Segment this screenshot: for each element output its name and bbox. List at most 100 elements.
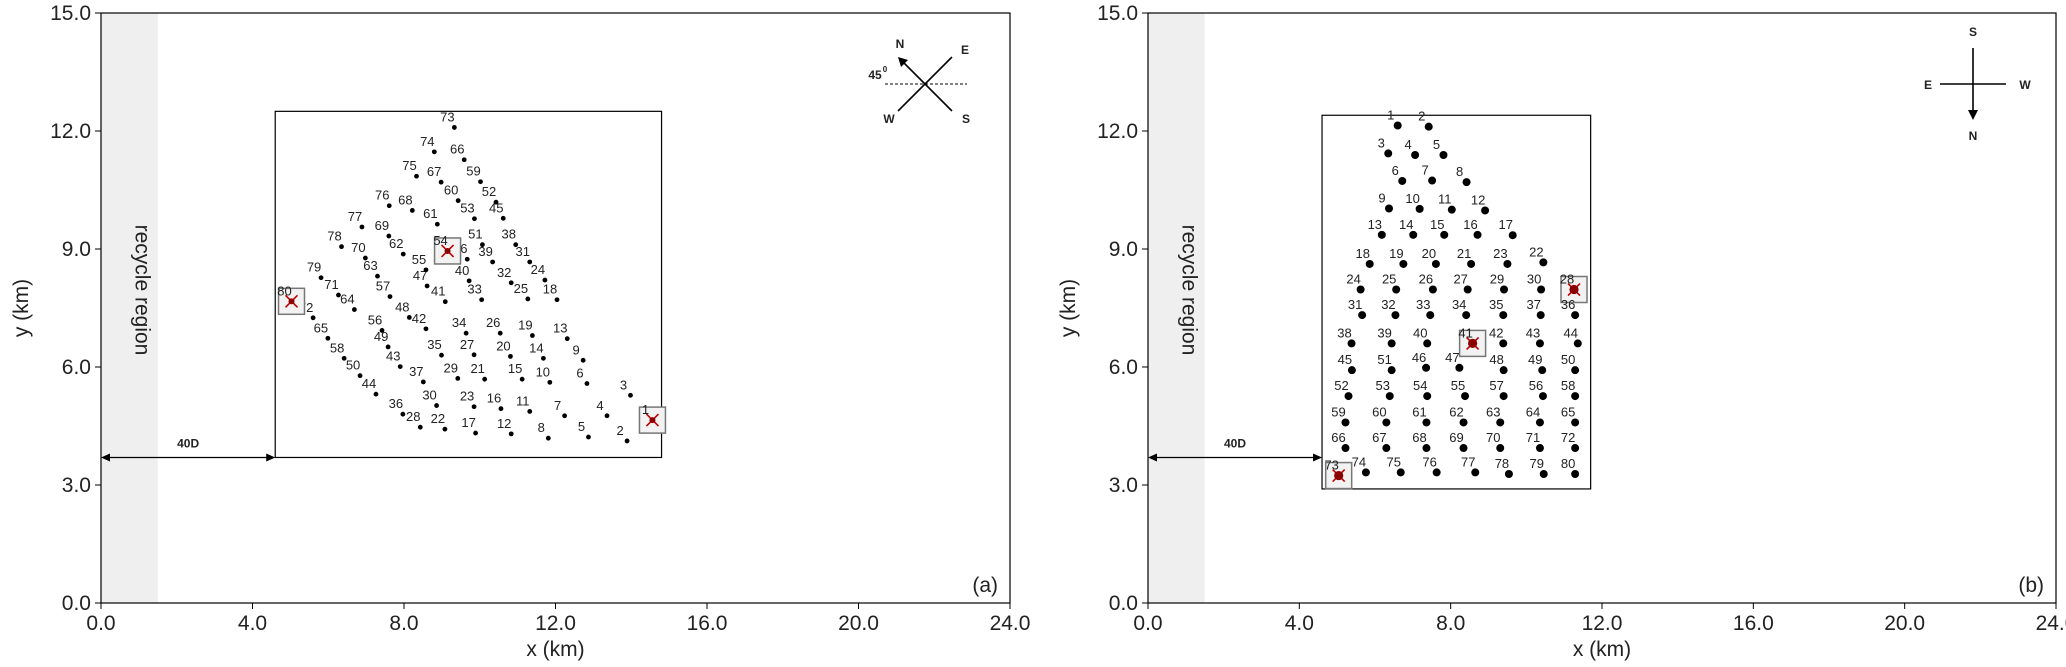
turbine-point-56 xyxy=(379,328,385,333)
turbine-point-10 xyxy=(1415,204,1424,213)
turbine-label-20: 20 xyxy=(1422,246,1436,261)
turbine-label-65: 65 xyxy=(1561,404,1575,419)
turbine-label-10: 10 xyxy=(1405,191,1419,206)
turbine-point-25 xyxy=(1392,285,1401,294)
turbine-label-17: 17 xyxy=(1498,217,1512,232)
turbine-point-61 xyxy=(434,221,440,227)
recycle-region-band xyxy=(101,13,158,603)
turbine-label-45: 45 xyxy=(489,200,503,215)
turbine-point-16 xyxy=(1473,230,1482,239)
turbine-label-37: 37 xyxy=(1526,297,1540,312)
turbine-point-70 xyxy=(1496,444,1505,453)
turbine-label-66: 66 xyxy=(1331,430,1345,445)
turbine-point-22 xyxy=(442,426,448,432)
turbine-point-79 xyxy=(1539,469,1548,478)
turbine-point-34 xyxy=(1462,311,1471,320)
turbine-point-75 xyxy=(1396,468,1405,477)
turbine-label-1: 1 xyxy=(1387,107,1394,122)
turbine-point-62 xyxy=(400,251,406,257)
turbine-point-32 xyxy=(1391,311,1400,320)
turbine-label-43: 43 xyxy=(386,349,400,364)
turbine-label-61: 61 xyxy=(1412,404,1426,419)
turbine-label-6: 6 xyxy=(576,366,583,381)
turbine-label-29: 29 xyxy=(444,360,458,375)
turbine-label-48: 48 xyxy=(1489,352,1503,367)
y-tick-label: 12.0 xyxy=(1097,120,1138,143)
turbine-label-60: 60 xyxy=(1372,404,1386,419)
turbine-point-23 xyxy=(1503,259,1512,268)
turbine-label-2: 2 xyxy=(616,423,623,438)
turbine-point-21 xyxy=(482,376,488,382)
turbine-label-3: 3 xyxy=(1378,135,1385,150)
turbine-label-63: 63 xyxy=(1486,404,1500,419)
turbine-point-26 xyxy=(1428,285,1437,294)
turbine-point-35 xyxy=(1499,311,1508,320)
turbine-label-41: 41 xyxy=(1458,325,1472,340)
turbine-label-19: 19 xyxy=(1389,246,1403,261)
y-axis-label: y (km) xyxy=(10,279,33,337)
turbine-label-14: 14 xyxy=(529,340,543,355)
turbine-point-48 xyxy=(1499,366,1508,375)
turbine-label-76: 76 xyxy=(1422,454,1436,469)
turbine-point-15 xyxy=(1440,230,1449,239)
distance-arrow-label: 40D xyxy=(177,436,199,450)
x-tick-label: 4.0 xyxy=(1285,612,1314,635)
turbine-label-47: 47 xyxy=(413,268,427,283)
turbine-label-11: 11 xyxy=(516,393,530,408)
x-tick-label: 20.0 xyxy=(838,612,879,635)
turbine-label-54: 54 xyxy=(433,233,447,248)
turbine-label-41: 41 xyxy=(431,284,445,299)
turbine-label-48: 48 xyxy=(395,299,409,314)
turbine-label-9: 9 xyxy=(1378,190,1385,205)
y-tick-label: 3.0 xyxy=(1109,474,1138,497)
x-tick-label: 8.0 xyxy=(1436,612,1465,635)
turbine-point-74 xyxy=(1361,468,1370,477)
y-tick-label: 9.0 xyxy=(1109,238,1138,261)
turbine-point-1 xyxy=(1393,121,1402,130)
turbine-label-4: 4 xyxy=(596,398,603,413)
turbine-point-7 xyxy=(1428,176,1437,185)
turbine-point-76 xyxy=(1432,468,1441,477)
turbine-label-19: 19 xyxy=(518,318,532,333)
y-tick-label: 12.0 xyxy=(50,120,91,143)
y-tick-label: 0.0 xyxy=(1109,592,1138,615)
turbine-label-27: 27 xyxy=(1453,272,1467,287)
turbine-point-51 xyxy=(480,242,485,248)
turbine-point-59 xyxy=(1341,418,1350,427)
turbine-label-69: 69 xyxy=(375,218,389,233)
turbine-point-58 xyxy=(341,355,347,361)
turbine-label-9: 9 xyxy=(573,342,580,357)
turbine-point-77 xyxy=(359,224,365,230)
turbine-label-15: 15 xyxy=(1430,217,1444,232)
turbine-label-79: 79 xyxy=(1530,456,1544,471)
turbine-point-52 xyxy=(1344,392,1353,401)
turbine-label-35: 35 xyxy=(427,337,441,352)
recycle-region-label: recycle region xyxy=(1177,225,1200,356)
turbine-label-31: 31 xyxy=(516,244,530,259)
turbine-label-20: 20 xyxy=(496,338,510,353)
turbine-label-44: 44 xyxy=(1564,325,1578,340)
compass-label-e: E xyxy=(1924,78,1932,92)
turbine-point-28 xyxy=(1569,284,1579,295)
compass-angle-degree: 0 xyxy=(883,65,888,74)
turbine-point-15 xyxy=(519,376,525,382)
turbine-point-50 xyxy=(357,373,363,379)
turbine-point-39 xyxy=(490,259,496,265)
turbine-label-58: 58 xyxy=(1561,378,1575,393)
turbine-label-12: 12 xyxy=(497,416,511,431)
turbine-label-76: 76 xyxy=(375,188,389,203)
turbine-label-59: 59 xyxy=(1331,404,1345,419)
turbine-label-7: 7 xyxy=(1422,163,1429,178)
turbine-point-73 xyxy=(451,125,457,130)
turbine-point-33 xyxy=(1426,311,1435,320)
turbine-point-79 xyxy=(318,275,324,281)
turbine-point-3 xyxy=(628,392,633,398)
turbine-point-20 xyxy=(1431,259,1440,268)
turbine-point-33 xyxy=(479,297,485,303)
distance-arrow-left-head xyxy=(101,453,110,462)
x-tick-label: 4.0 xyxy=(238,612,267,635)
turbine-label-18: 18 xyxy=(543,282,557,297)
x-tick-label: 20.0 xyxy=(1884,612,1925,635)
turbine-point-80 xyxy=(1571,469,1580,478)
